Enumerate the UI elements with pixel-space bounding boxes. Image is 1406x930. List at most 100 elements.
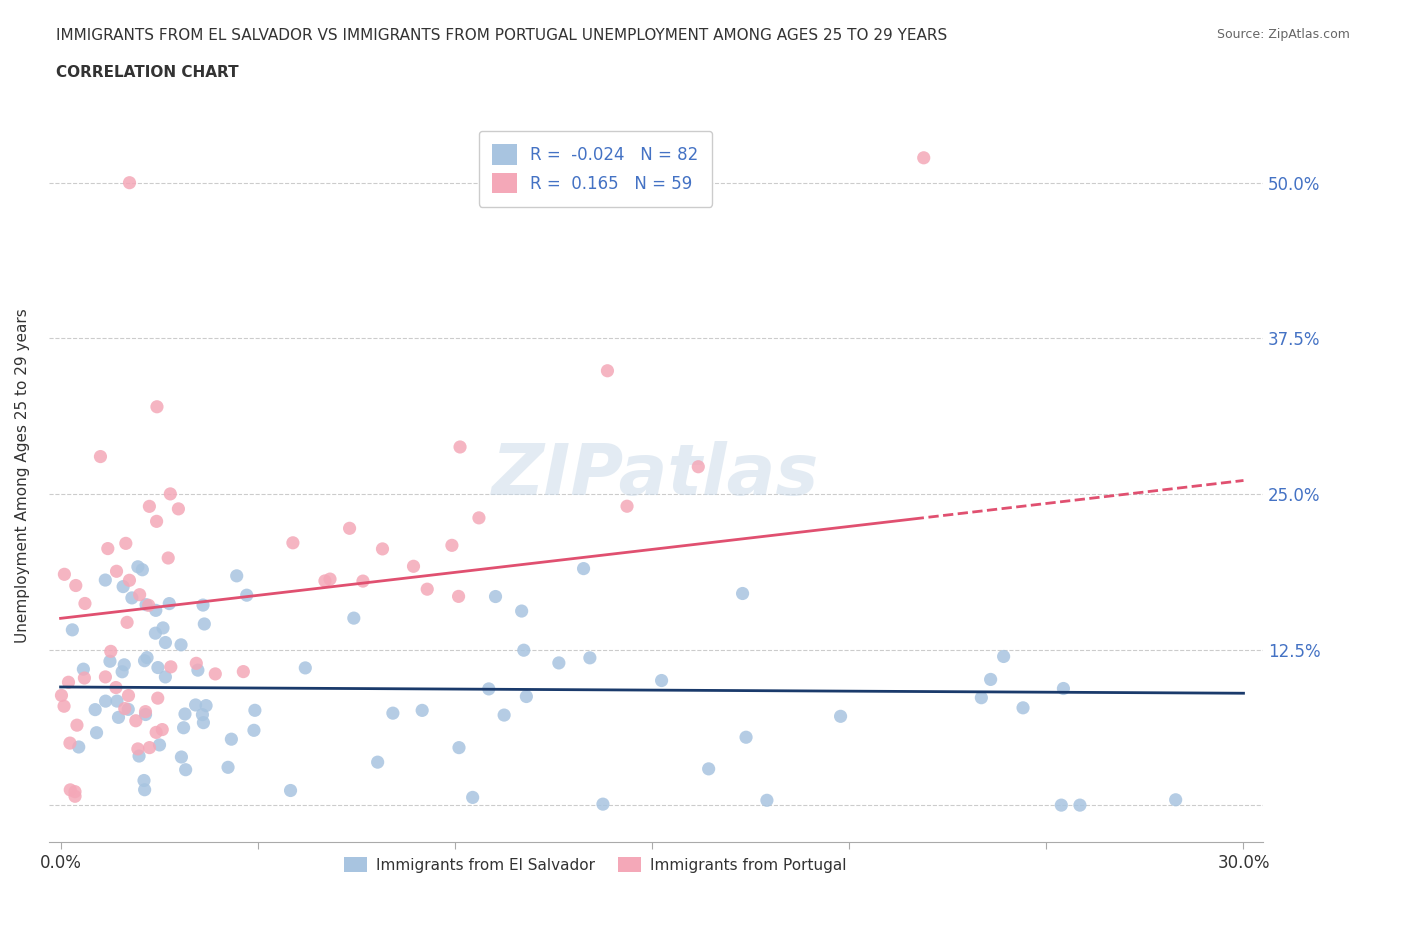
Point xyxy=(117,702,139,717)
Text: IMMIGRANTS FROM EL SALVADOR VS IMMIGRANTS FROM PORTUGAL UNEMPLOYMENT AMONG AGES : IMMIGRANTS FROM EL SALVADOR VS IMMIGRANT… xyxy=(56,28,948,43)
Point xyxy=(184,698,207,712)
Point xyxy=(221,732,243,747)
Point xyxy=(115,615,138,630)
Point xyxy=(72,662,94,677)
Point xyxy=(193,715,215,730)
Point xyxy=(145,725,167,740)
Point xyxy=(134,782,156,797)
Point xyxy=(53,567,76,582)
Point xyxy=(993,649,1015,664)
Point xyxy=(145,603,167,618)
Point xyxy=(187,663,209,678)
Point xyxy=(416,582,439,597)
Point xyxy=(136,650,159,665)
Text: CORRELATION CHART: CORRELATION CHART xyxy=(56,65,239,80)
Point xyxy=(191,598,214,613)
Point xyxy=(51,688,73,703)
Point xyxy=(157,596,180,611)
Point xyxy=(1052,681,1074,696)
Point xyxy=(135,707,157,722)
Point xyxy=(125,713,148,728)
Point xyxy=(339,521,361,536)
Point xyxy=(84,702,107,717)
Point xyxy=(100,644,122,658)
Point xyxy=(159,486,181,501)
Point xyxy=(232,664,254,679)
Point xyxy=(98,654,121,669)
Point xyxy=(134,704,156,719)
Point xyxy=(174,763,197,777)
Point xyxy=(86,725,108,740)
Point xyxy=(105,564,128,578)
Point xyxy=(63,784,86,799)
Point xyxy=(128,587,150,602)
Point xyxy=(191,707,214,722)
Point xyxy=(402,559,425,574)
Point xyxy=(73,671,96,685)
Point xyxy=(193,617,215,631)
Point xyxy=(510,604,533,618)
Point xyxy=(688,459,710,474)
Point xyxy=(217,760,239,775)
Text: Source: ZipAtlas.com: Source: ZipAtlas.com xyxy=(1216,28,1350,41)
Point xyxy=(138,740,160,755)
Point xyxy=(63,789,86,804)
Point xyxy=(118,175,141,190)
Point xyxy=(970,690,993,705)
Point xyxy=(146,399,169,414)
Point xyxy=(155,670,177,684)
Point xyxy=(204,667,226,682)
Point xyxy=(731,586,754,601)
Point xyxy=(53,698,76,713)
Point xyxy=(447,589,470,604)
Point xyxy=(134,653,156,668)
Point xyxy=(447,740,470,755)
Point xyxy=(755,793,778,808)
Point xyxy=(411,703,433,718)
Point xyxy=(127,559,149,574)
Legend: Immigrants from El Salvador, Immigrants from Portugal: Immigrants from El Salvador, Immigrants … xyxy=(337,851,852,879)
Point xyxy=(980,672,1002,687)
Point xyxy=(461,790,484,804)
Point xyxy=(150,722,173,737)
Point xyxy=(616,498,638,513)
Point xyxy=(104,680,127,695)
Point xyxy=(107,710,129,724)
Point xyxy=(138,498,160,513)
Point xyxy=(97,541,120,556)
Point xyxy=(174,707,197,722)
Point xyxy=(132,773,155,788)
Point xyxy=(159,659,181,674)
Point xyxy=(651,673,673,688)
Point xyxy=(697,762,720,777)
Point xyxy=(596,364,619,379)
Point xyxy=(117,688,139,703)
Point xyxy=(173,721,195,736)
Point xyxy=(121,591,143,605)
Point xyxy=(513,643,536,658)
Point xyxy=(912,151,935,166)
Point xyxy=(579,650,602,665)
Point xyxy=(830,709,852,724)
Point xyxy=(131,563,153,578)
Point xyxy=(343,611,366,626)
Point xyxy=(440,538,463,552)
Point xyxy=(294,660,316,675)
Point xyxy=(67,739,90,754)
Point xyxy=(58,675,80,690)
Point xyxy=(145,514,167,529)
Point xyxy=(280,783,302,798)
Point xyxy=(367,755,389,770)
Point xyxy=(94,670,117,684)
Point xyxy=(449,440,471,455)
Point xyxy=(105,694,128,709)
Point xyxy=(94,573,117,588)
Point xyxy=(128,749,150,764)
Point xyxy=(65,578,87,593)
Point xyxy=(60,622,83,637)
Point xyxy=(167,501,190,516)
Point xyxy=(112,579,135,594)
Point xyxy=(146,660,169,675)
Point xyxy=(572,561,595,576)
Point xyxy=(114,536,136,551)
